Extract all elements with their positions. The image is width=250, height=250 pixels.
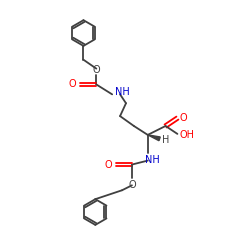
Text: H: H bbox=[162, 135, 169, 145]
Text: NH: NH bbox=[145, 155, 160, 165]
Polygon shape bbox=[148, 135, 160, 141]
Text: O: O bbox=[180, 113, 187, 123]
Text: O: O bbox=[104, 160, 112, 170]
Text: OH: OH bbox=[180, 130, 194, 140]
Text: O: O bbox=[92, 64, 100, 74]
Text: O: O bbox=[128, 180, 136, 190]
Text: NH: NH bbox=[115, 87, 130, 97]
Text: O: O bbox=[69, 80, 76, 90]
